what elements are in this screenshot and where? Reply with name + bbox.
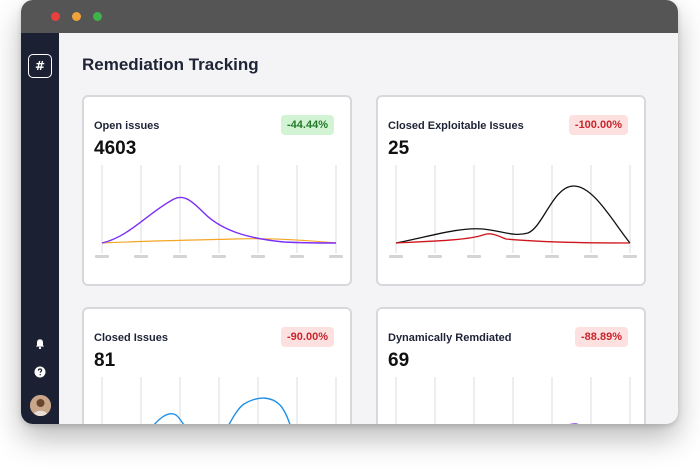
user-avatar[interactable] bbox=[30, 395, 51, 416]
axis-ticks bbox=[389, 255, 637, 258]
delta-badge: -44.44% bbox=[281, 115, 334, 135]
series-orange bbox=[101, 238, 337, 244]
delta-badge: -100.00% bbox=[568, 115, 628, 135]
help-icon[interactable] bbox=[34, 366, 46, 378]
card-value: 69 bbox=[388, 350, 410, 371]
grid-lines bbox=[395, 377, 631, 424]
series-blue bbox=[153, 397, 291, 424]
sidebar: # bbox=[21, 33, 59, 424]
page-title: Remediation Tracking bbox=[82, 55, 259, 74]
card-value: 25 bbox=[388, 138, 410, 159]
dynamically-remediated-chart bbox=[395, 377, 631, 424]
open-issues-card: Open issues 4603 -44.44% bbox=[82, 95, 352, 286]
series-red bbox=[395, 233, 631, 244]
axis-ticks bbox=[95, 255, 343, 258]
card-title: Dynamically Remdiated bbox=[388, 332, 512, 344]
delta-badge: -90.00% bbox=[281, 327, 334, 347]
delta-badge: -88.89% bbox=[575, 327, 628, 347]
card-title: Open issues bbox=[94, 120, 160, 132]
minimize-window-button[interactable] bbox=[72, 12, 81, 21]
closed-exploitable-chart bbox=[389, 165, 637, 258]
app-window: # Remediation Tracking Open issues 4603 … bbox=[21, 0, 678, 424]
title-bar bbox=[21, 0, 678, 33]
closed-issues-chart bbox=[101, 377, 337, 424]
open-issues-chart bbox=[95, 165, 343, 258]
hash-logo-icon[interactable]: # bbox=[28, 54, 52, 78]
maximize-window-button[interactable] bbox=[93, 12, 102, 21]
series-purple bbox=[101, 196, 337, 244]
bell-icon[interactable] bbox=[34, 338, 46, 350]
card-value: 81 bbox=[94, 350, 116, 371]
closed-issues-card: Closed Issues 81 -90.00% bbox=[82, 307, 352, 424]
series-black bbox=[395, 185, 631, 244]
card-title: Closed Issues bbox=[94, 332, 168, 344]
card-title: Closed Exploitable Issues bbox=[388, 120, 524, 132]
card-value: 4603 bbox=[94, 138, 137, 159]
dynamically-remediated-card: Dynamically Remdiated 69 -88.89% bbox=[376, 307, 646, 424]
grid-lines bbox=[395, 165, 631, 253]
grid-lines bbox=[101, 377, 337, 424]
main-content: Remediation Tracking Open issues 4603 -4… bbox=[59, 33, 678, 424]
close-window-button[interactable] bbox=[51, 12, 60, 21]
closed-exploitable-issues-card: Closed Exploitable Issues 25 -100.00% bbox=[376, 95, 646, 286]
